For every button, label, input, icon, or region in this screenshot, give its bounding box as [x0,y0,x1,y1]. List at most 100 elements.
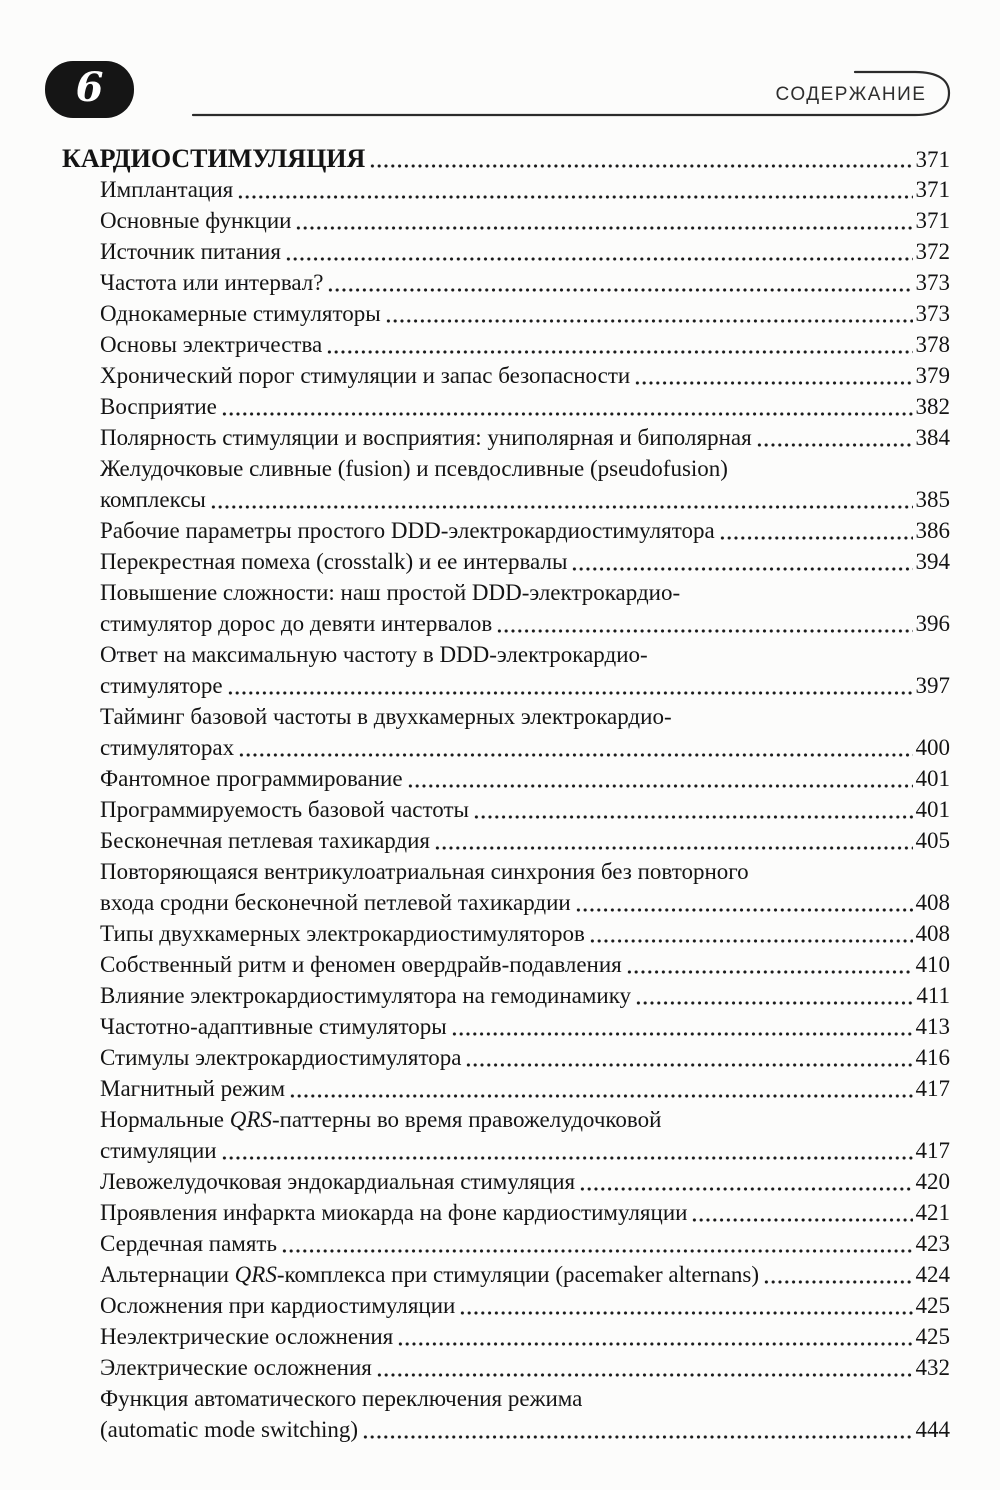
toc-entry-row: стимуляторе 397 [62,670,950,701]
page-number-badge: 6 [45,61,134,118]
toc-entry-label: Хронический порог стимуляции и запас без… [100,363,631,388]
toc-page-number: 385 [915,487,951,512]
dotted-leader [763,1279,913,1285]
toc-entry-label: Восприятие [100,394,217,419]
toc-entry-row: Собственный ритм и феномен овердрайв-под… [62,949,950,980]
dotted-leader [280,1248,913,1254]
toc-entry-row: Ответ на максимальную частоту в DDD-элек… [62,639,950,670]
toc-entry-label: стимулятор дорос до девяти интервалов [100,611,493,636]
toc-page-number: 413 [915,1014,951,1039]
dotted-leader [375,1372,913,1378]
toc-entry-row: Стимулы электрокардиостимулятора 416 [62,1042,950,1073]
toc-entry-label: Альтернации QRS-комплекса при стимуляции… [100,1262,760,1287]
toc-entry-row: Функция автоматического переключения реж… [62,1383,950,1414]
toc-entry-row: стимулятор дорос до девяти интервалов 396 [62,608,950,639]
toc-entry-label: стимуляторе [100,673,223,698]
dotted-leader [406,783,913,789]
toc-page-number: 416 [915,1045,951,1070]
toc-entry-row: Проявления инфаркта миокарда на фоне кар… [62,1197,950,1228]
toc-entry-row: Частота или интервал? 373 [62,267,950,298]
toc-entry-label: Имплантация [100,177,234,202]
toc-entry-label: Собственный ритм и феномен овердрайв-под… [100,952,622,977]
header-rule-and-tab [191,70,951,117]
toc-entry-label: Магнитный режим [100,1076,286,1101]
toc-entry-label: Левожелудочковая эндокардиальная стимуля… [100,1169,576,1194]
dotted-leader [327,287,913,293]
toc-page-number: 424 [915,1262,951,1287]
toc-entry-row: Сердечная память 423 [62,1228,950,1259]
dotted-leader [579,1186,913,1192]
toc-entry-row: комплексы 385 [62,484,950,515]
toc-entry-row: Альтернации QRS-комплекса при стимуляции… [62,1259,950,1290]
toc-entry-row: Перекрестная помеха (crosstalk) и ее инт… [62,546,950,577]
dotted-leader [434,845,913,851]
page-number: 6 [75,63,104,111]
toc-page-number: 405 [915,828,951,853]
toc-entry-row: входа сродни бесконечной петлевой тахика… [62,887,950,918]
toc-entry-label: Частота или интервал? [100,270,324,295]
toc-entry-row: Типы двухкамерных электрокардиостимулято… [62,918,950,949]
toc-page-number: 408 [915,921,951,946]
toc-entry-row: Основы электричества 378 [62,329,950,360]
toc-entry-label: Электрические осложнения [100,1355,372,1380]
toc-entry-label: Бесконечная петлевая тахикардия [100,828,431,853]
toc-entry-row: (automatic mode switching) 444 [62,1414,950,1445]
toc-page-number: 378 [915,332,951,357]
dotted-leader [289,1093,913,1099]
dotted-leader [571,566,913,572]
toc-entry-row: Бесконечная петлевая тахикардия 405 [62,825,950,856]
toc-page-number: 371 [915,208,951,233]
toc-page-number: 410 [915,952,951,977]
dotted-leader [465,1062,913,1068]
contents-header-label: СОДЕРЖАНИЕ [775,84,927,105]
dotted-leader [209,504,913,510]
toc-page-number: 408 [915,890,951,915]
toc-page-number: 421 [915,1200,951,1225]
toc-entry-row: Программируемость базовой частоты 401 [62,794,950,825]
toc-page-number: 397 [915,673,951,698]
toc-page-number: 394 [915,549,951,574]
dotted-leader [472,814,913,820]
toc-entry-label: комплексы [100,487,206,512]
toc-page-number: 384 [915,425,951,450]
toc-entry-row: Полярность стимуляции и восприятия: унип… [62,422,950,453]
dotted-leader [496,628,913,634]
toc-entry-label: Программируемость базовой частоты [100,797,469,822]
toc-page-number: 401 [915,766,951,791]
toc-entry-label: Проявления инфаркта миокарда на фоне кар… [100,1200,688,1225]
toc-page-number: 371 [915,147,951,172]
toc-entry-row: Однокамерные стимуляторы 373 [62,298,950,329]
toc-page-number: 401 [915,797,951,822]
dotted-leader [718,535,913,541]
toc-entry-row: Частотно-адаптивные стимуляторы 413 [62,1011,950,1042]
toc-entry-label: Полярность стимуляции и восприятия: унип… [100,425,752,450]
toc-entry-row: Хронический порог стимуляции и запас без… [62,360,950,391]
toc-entry-row: Повышение сложности: наш простой DDD-эле… [62,577,950,608]
toc-page-number: 386 [915,518,951,543]
toc-page-number: 372 [915,239,951,264]
dotted-leader [226,690,913,696]
toc-entry-label: (automatic mode switching) [100,1417,359,1442]
toc-entry-label: Типы двухкамерных электрокардиостимулято… [100,921,585,946]
toc-entry-row: Основные функции 371 [62,205,950,236]
dotted-leader [362,1434,913,1440]
toc-page-number: 373 [915,301,951,326]
dotted-leader [588,938,913,944]
dotted-leader [574,907,913,913]
toc-entry-row: Восприятие 382 [62,391,950,422]
toc-entry-label: Ответ на максимальную частоту в DDD-элек… [100,642,648,667]
dotted-leader [369,163,913,169]
toc-page-number: 417 [915,1138,951,1163]
dotted-leader [284,256,913,262]
dotted-leader [238,752,913,758]
toc-entry-label: стимуляторах [100,735,235,760]
toc-entry-label: Рабочие параметры простого DDD-электрока… [100,518,715,543]
toc-page-number: 400 [915,735,951,760]
toc-entry-label: Перекрестная помеха (crosstalk) и ее инт… [100,549,568,574]
toc-entry-label: Повышение сложности: наш простой DDD-эле… [100,580,681,605]
toc-entry-row: Источник питания 372 [62,236,950,267]
toc-entry-label: Фантомное программирование [100,766,403,791]
dotted-leader [635,1000,914,1006]
toc-page-number: 396 [915,611,951,636]
toc-entry-row: Левожелудочковая эндокардиальная стимуля… [62,1166,950,1197]
